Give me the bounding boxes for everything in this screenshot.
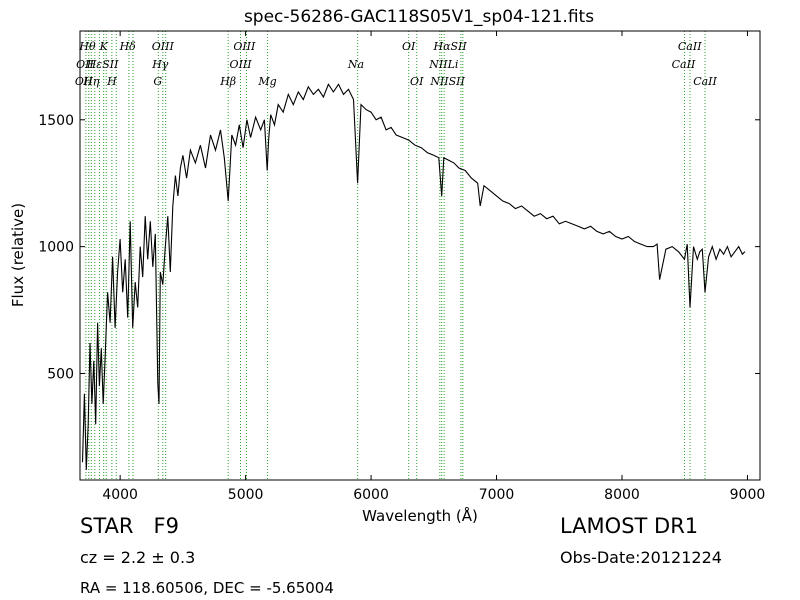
line-label-5: OI: [402, 40, 416, 53]
line-label-10: Hγ: [151, 58, 169, 71]
plot-frame: [79, 30, 761, 481]
survey-name: LAMOST DR1: [560, 514, 699, 538]
line-label-8: OII: [76, 58, 94, 71]
x-tick-label-1: 5000: [228, 487, 264, 503]
line-label-7: CaII: [678, 40, 702, 53]
line-label-13: NIILi: [428, 58, 458, 71]
object-subclass: F9: [153, 514, 179, 538]
y-axis: 500 1000 1500: [38, 113, 760, 382]
y-tick-label-0: 500: [47, 366, 74, 382]
x-tick-label-5: 9000: [730, 487, 766, 503]
x-axis: 4000 5000 6000 7000 8000 9000: [102, 31, 765, 503]
observation-date: Obs-Date:20121224: [560, 548, 722, 567]
x-tick-label-3: 7000: [479, 487, 515, 503]
y-tick-label-2: 1500: [38, 113, 74, 129]
x-tick-label-4: 8000: [604, 487, 640, 503]
line-label-2: Hδ: [119, 40, 137, 53]
line-label-11: OIII: [230, 58, 253, 71]
line-label-21: OI: [410, 75, 424, 88]
line-label-19: Hβ: [219, 75, 236, 88]
line-label-12: Na: [347, 58, 364, 71]
y-tick-label-1: 1000: [38, 240, 74, 256]
line-label-3: OIII: [152, 40, 175, 53]
line-label-17: H: [106, 75, 117, 88]
chart-title: spec-56286-GAC118S05V1_sp04-121.fits: [244, 7, 594, 27]
x-tick-label-2: 6000: [353, 487, 389, 503]
line-label-23: CaII: [693, 75, 717, 88]
line-label-14: CaII: [672, 58, 696, 71]
line-label-22: NIISII: [429, 75, 465, 88]
line-label-20: Mg: [257, 75, 276, 88]
line-label-0: Hθ: [78, 40, 96, 53]
line-label-15: OII: [75, 75, 93, 88]
line-label-6: HαSII: [432, 40, 467, 53]
line-label-18: G: [153, 75, 162, 88]
y-axis-label: Flux (relative): [9, 203, 27, 307]
object-class: STAR: [80, 514, 134, 538]
line-label-9: HεSII: [86, 58, 119, 71]
line-label-4: OIII: [233, 40, 256, 53]
spectrum-series-line: [81, 83, 746, 470]
line-label-1: K: [99, 40, 109, 53]
spectral-line-markers: [85, 31, 706, 480]
line-label-16: Hη: [82, 75, 100, 88]
redshift-text: cz = 2.2 ± 0.3: [80, 548, 196, 567]
x-axis-label: Wavelength (Å): [362, 506, 478, 525]
x-tick-label-0: 4000: [102, 487, 138, 503]
coordinates-text: RA = 118.60506, DEC = -5.65004: [80, 579, 334, 597]
object-class-line: STAR F9: [80, 514, 179, 538]
